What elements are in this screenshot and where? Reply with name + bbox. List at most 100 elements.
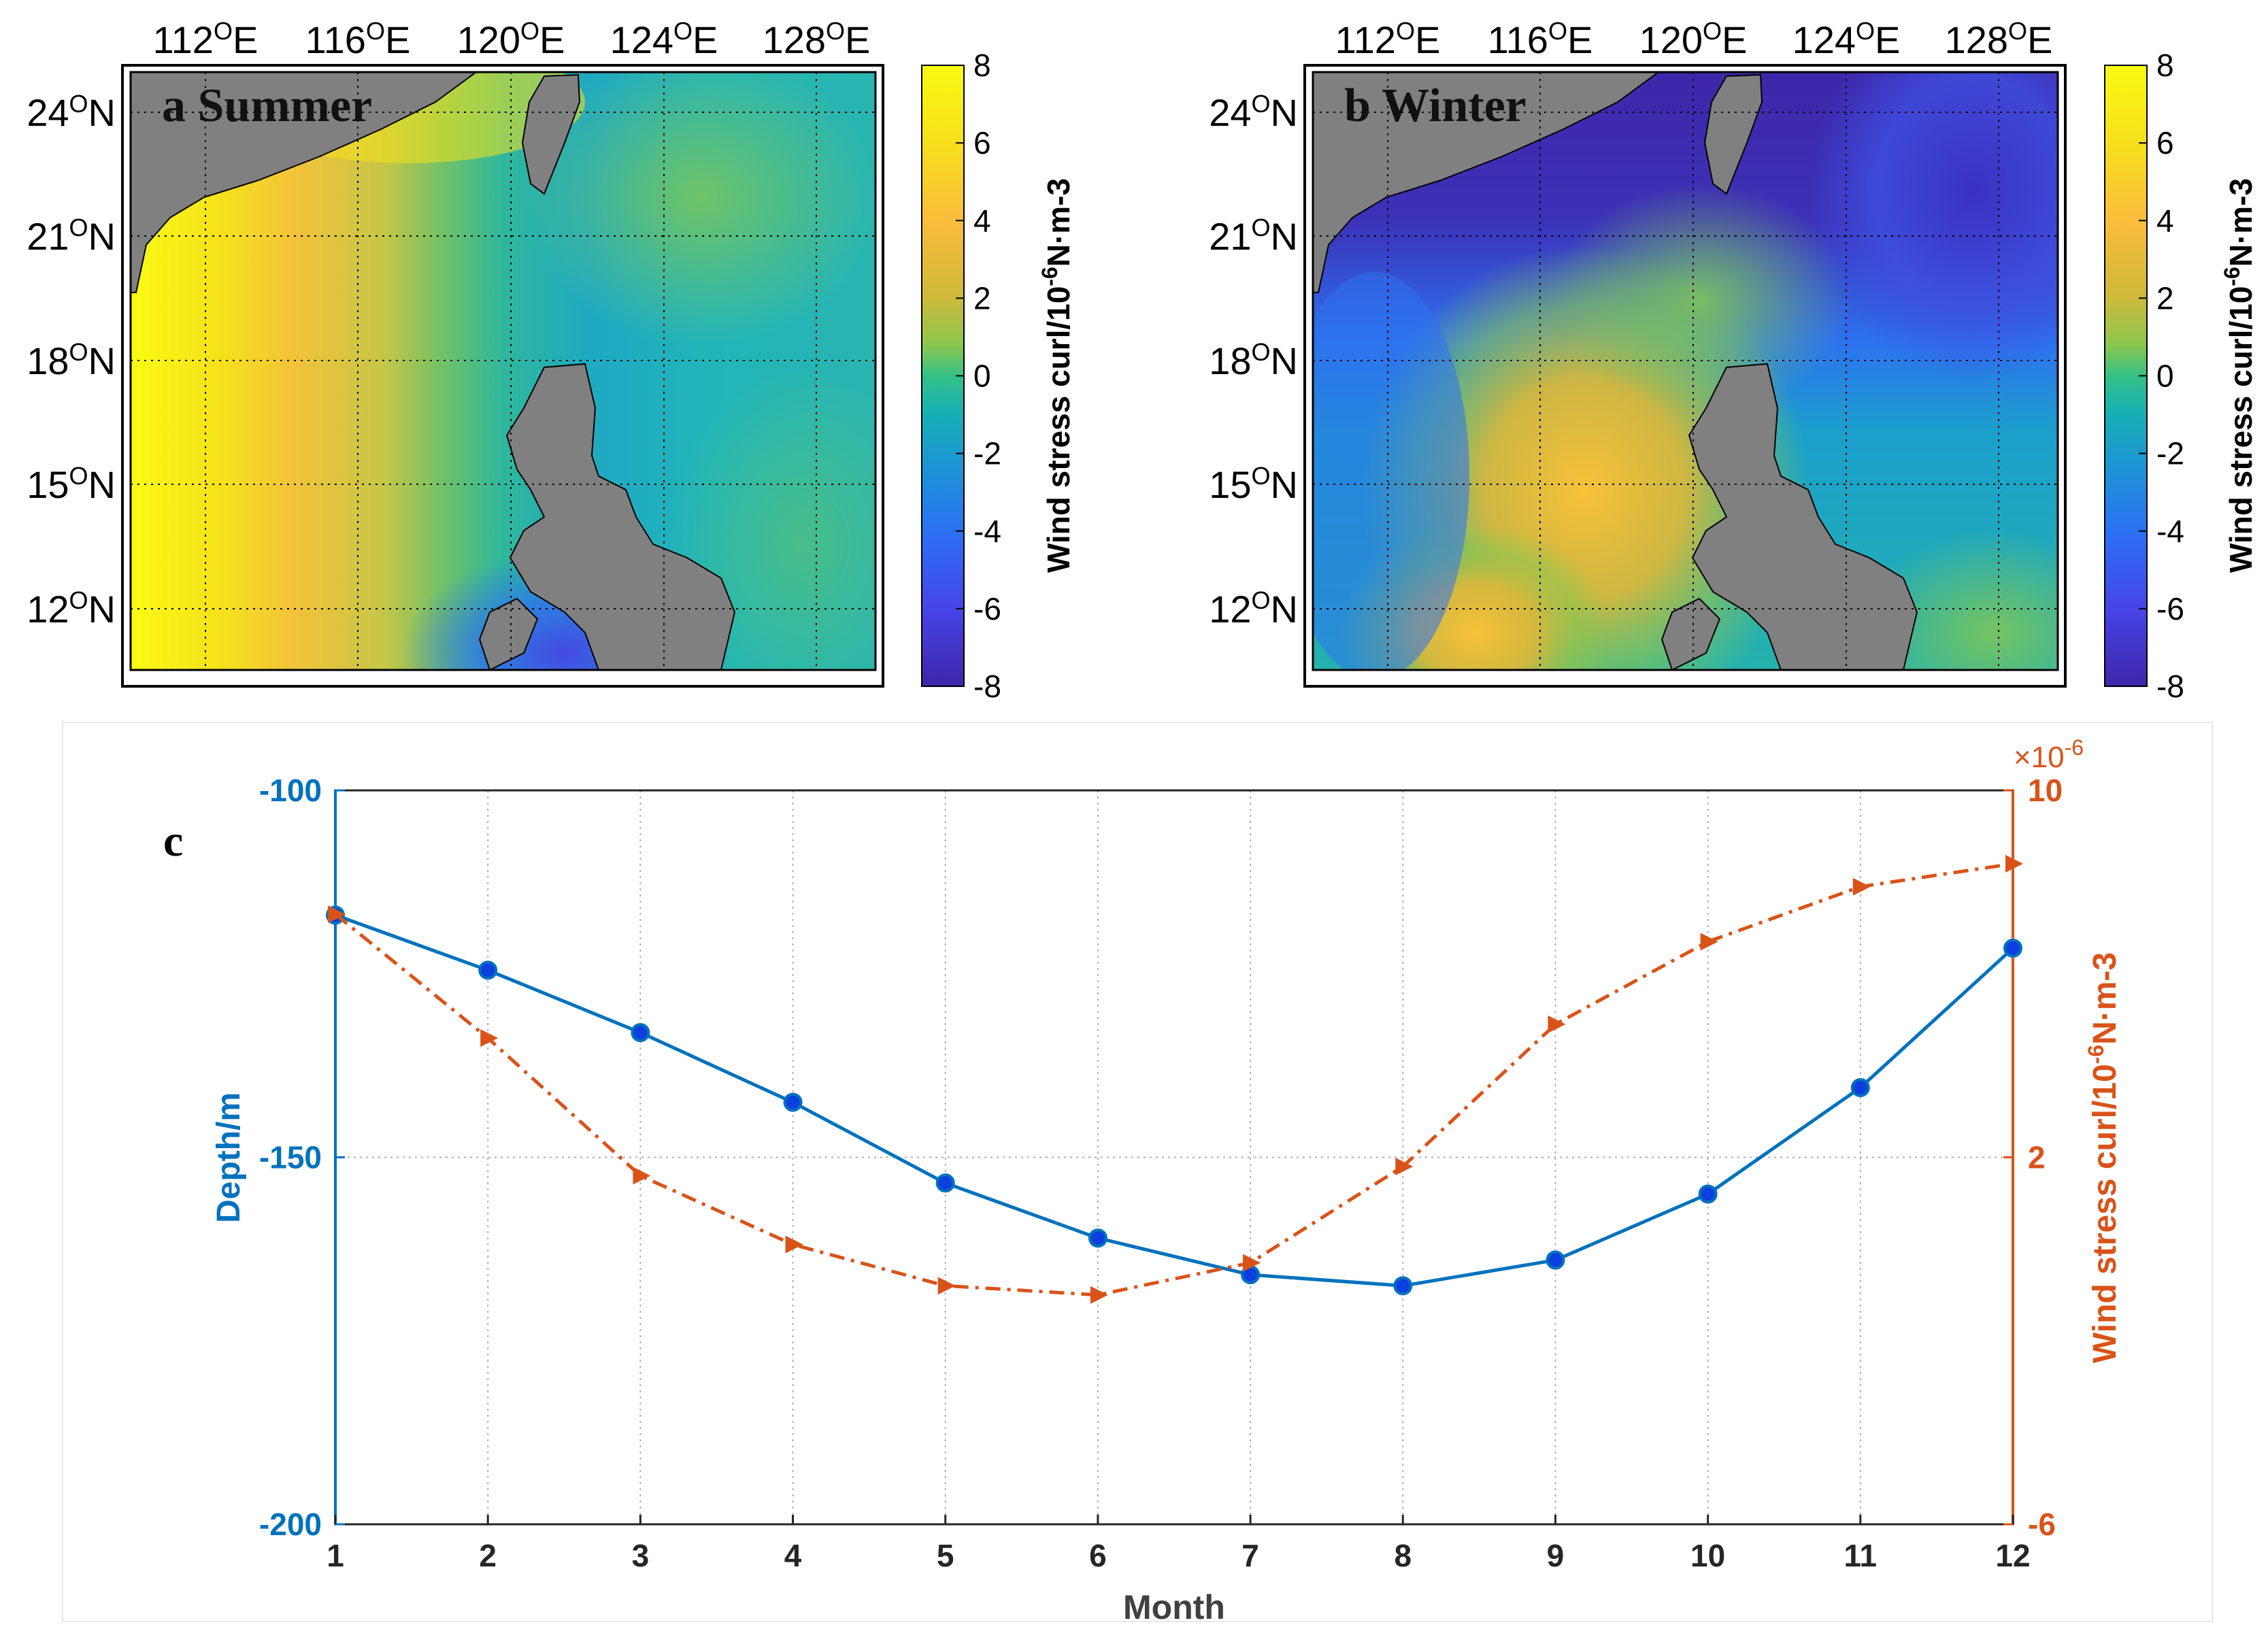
chart-panel-label: c [163, 816, 183, 866]
panel-b-gridlines [1313, 72, 2058, 670]
colorbar-tick-label: -4 [2156, 514, 2184, 549]
land-taiwan-b [1703, 73, 1763, 195]
lat-tick-label: 18ON [1209, 338, 1298, 383]
colorbar-tick-label: -6 [973, 591, 1001, 626]
colorbar-tick-label: -4 [973, 514, 1001, 549]
series-right-point [785, 1235, 803, 1254]
y-right-tick-label: 2 [2028, 1140, 2046, 1175]
x-tick-label: 1 [327, 1538, 344, 1573]
chart-series [326, 854, 2023, 1304]
series-right-point [633, 1167, 651, 1185]
series-left-line [335, 913, 2014, 1288]
series-left-point [935, 1173, 955, 1193]
land-mindoro-b [1661, 597, 1721, 670]
colorbar-a-label: Wind stress curl/10-6N·m-3 [1037, 178, 1076, 573]
panel-b-label: b Winter [1344, 80, 1527, 132]
series-right-point [1243, 1254, 1261, 1272]
colorbar-tick-label: 6 [2156, 125, 2174, 161]
series-left-point [2003, 938, 2022, 958]
land-mindoro-a [478, 597, 539, 670]
lat-tick-label: 12ON [1209, 586, 1298, 631]
y-right-tick-label: 10 [2028, 773, 2063, 808]
land-philippines-b [1688, 363, 1918, 670]
chart-y-left-label: Depth/m [211, 1092, 247, 1223]
x-tick-label: 11 [1844, 1538, 1877, 1573]
panel-a-label: a Summer [162, 80, 372, 132]
panel-a-field [131, 72, 875, 670]
series-right-point [328, 905, 346, 924]
colorbar-tick-label: 2 [973, 280, 991, 316]
y-left-tick-label: -200 [259, 1507, 322, 1542]
panel-a-gridlines [131, 72, 875, 670]
x-tick-label: 5 [937, 1538, 954, 1573]
series-right-point [480, 1029, 499, 1047]
series-right-point [1548, 1015, 1566, 1033]
panel-b-map: b Winter [1303, 64, 2067, 688]
land-china-a [131, 72, 478, 293]
series-right-point [1852, 877, 1871, 896]
series-left-point [1088, 1228, 1107, 1248]
colorbar-tick-label: -2 [973, 436, 1001, 471]
panel-a-frame-inner [129, 71, 877, 671]
chart-c-background [62, 722, 2213, 1622]
lat-tick-label: 15ON [1209, 462, 1298, 507]
series-left-point [1393, 1276, 1413, 1296]
chart-right-multiplier: ×10-6 [2014, 735, 2084, 774]
lon-tick-label: 112OE [153, 17, 259, 62]
land-philippines-a [505, 363, 736, 670]
colorbar-tick-label: 8 [2156, 48, 2174, 83]
series-left-point [1698, 1184, 1718, 1204]
lon-tick-label: 128OE [1945, 17, 2053, 62]
series-right-point [1700, 933, 1718, 951]
lat-tick-label: 21ON [27, 214, 116, 258]
lon-tick-label: 116OE [1488, 17, 1593, 62]
colorbar-tick-label: -6 [2156, 591, 2184, 626]
chart-x-label: Month [1123, 1588, 1225, 1626]
lon-tick-label: 124OE [1792, 17, 1901, 62]
series-right-point [1395, 1157, 1414, 1175]
lon-tick-label: 120OE [1639, 17, 1748, 62]
chart-y-right-label: Wind stress curl/10-6N·m-3 [2084, 952, 2123, 1363]
colorbar-a-ticks: 8 6 4 2 0 -2 -4 -6 -8 [956, 48, 1001, 704]
colorbar-tick-label: 8 [973, 48, 991, 83]
colorbar-tick-label: -8 [2156, 669, 2184, 704]
x-tick-label: 8 [1394, 1538, 1412, 1573]
y-right-tick-label: -6 [2028, 1507, 2056, 1542]
x-tick-label: 12 [1995, 1538, 2030, 1573]
colorbar-tick-label: 0 [973, 358, 991, 394]
panel-a-frame-ticks [170, 67, 857, 684]
map-tick-labels: 112OE 116OE 120OE 124OE 128OE 24ON 21ON 18ON 15O… [27, 17, 2052, 631]
colorbar-tick-label: -2 [2156, 436, 2184, 471]
colorbar-tick-label: 6 [973, 125, 991, 161]
colorbar-b: 8 6 4 2 0 -2 -4 -6 -8 Wind stress curl/10-6N·m-3 [2104, 48, 2258, 704]
series-right-point [937, 1277, 956, 1295]
series-left-point [1850, 1077, 1870, 1097]
lat-tick-label: 15ON [27, 462, 116, 507]
colorbar-b-ticks: 8 6 4 2 0 -2 -4 -6 -8 [2139, 48, 2184, 704]
panel-b-frame-inner [1312, 71, 2059, 671]
colorbar-tick-label: 0 [2156, 358, 2174, 394]
colorbar-tick-label: 2 [2156, 280, 2174, 316]
panel-a-map: a Summer [121, 64, 884, 688]
lon-tick-label: 116OE [305, 17, 411, 62]
series-left-point [478, 960, 498, 980]
x-tick-label: 6 [1089, 1538, 1107, 1573]
x-tick-label: 9 [1547, 1538, 1565, 1573]
y-left-tick-label: -150 [259, 1140, 322, 1175]
colorbar-a: 8 6 4 2 0 -2 -4 -6 -8 Wind stress curl/10-6N·m-3 [921, 48, 1076, 704]
colorbar-tick-label: 4 [2156, 203, 2174, 238]
lat-tick-label: 24ON [1209, 90, 1298, 135]
lon-tick-label: 128OE [763, 17, 871, 62]
land-taiwan-a [521, 73, 581, 195]
colorbar-tick-label: 4 [973, 203, 991, 238]
x-tick-label: 4 [784, 1538, 802, 1573]
series-left-point [1546, 1250, 1565, 1270]
series-left-point [783, 1092, 803, 1112]
x-tick-label: 7 [1241, 1538, 1259, 1573]
x-tick-label: 3 [632, 1538, 650, 1573]
panel-b-field [1313, 72, 2058, 670]
lat-tick-label: 18ON [27, 338, 116, 383]
lat-tick-label: 21ON [1209, 214, 1298, 258]
